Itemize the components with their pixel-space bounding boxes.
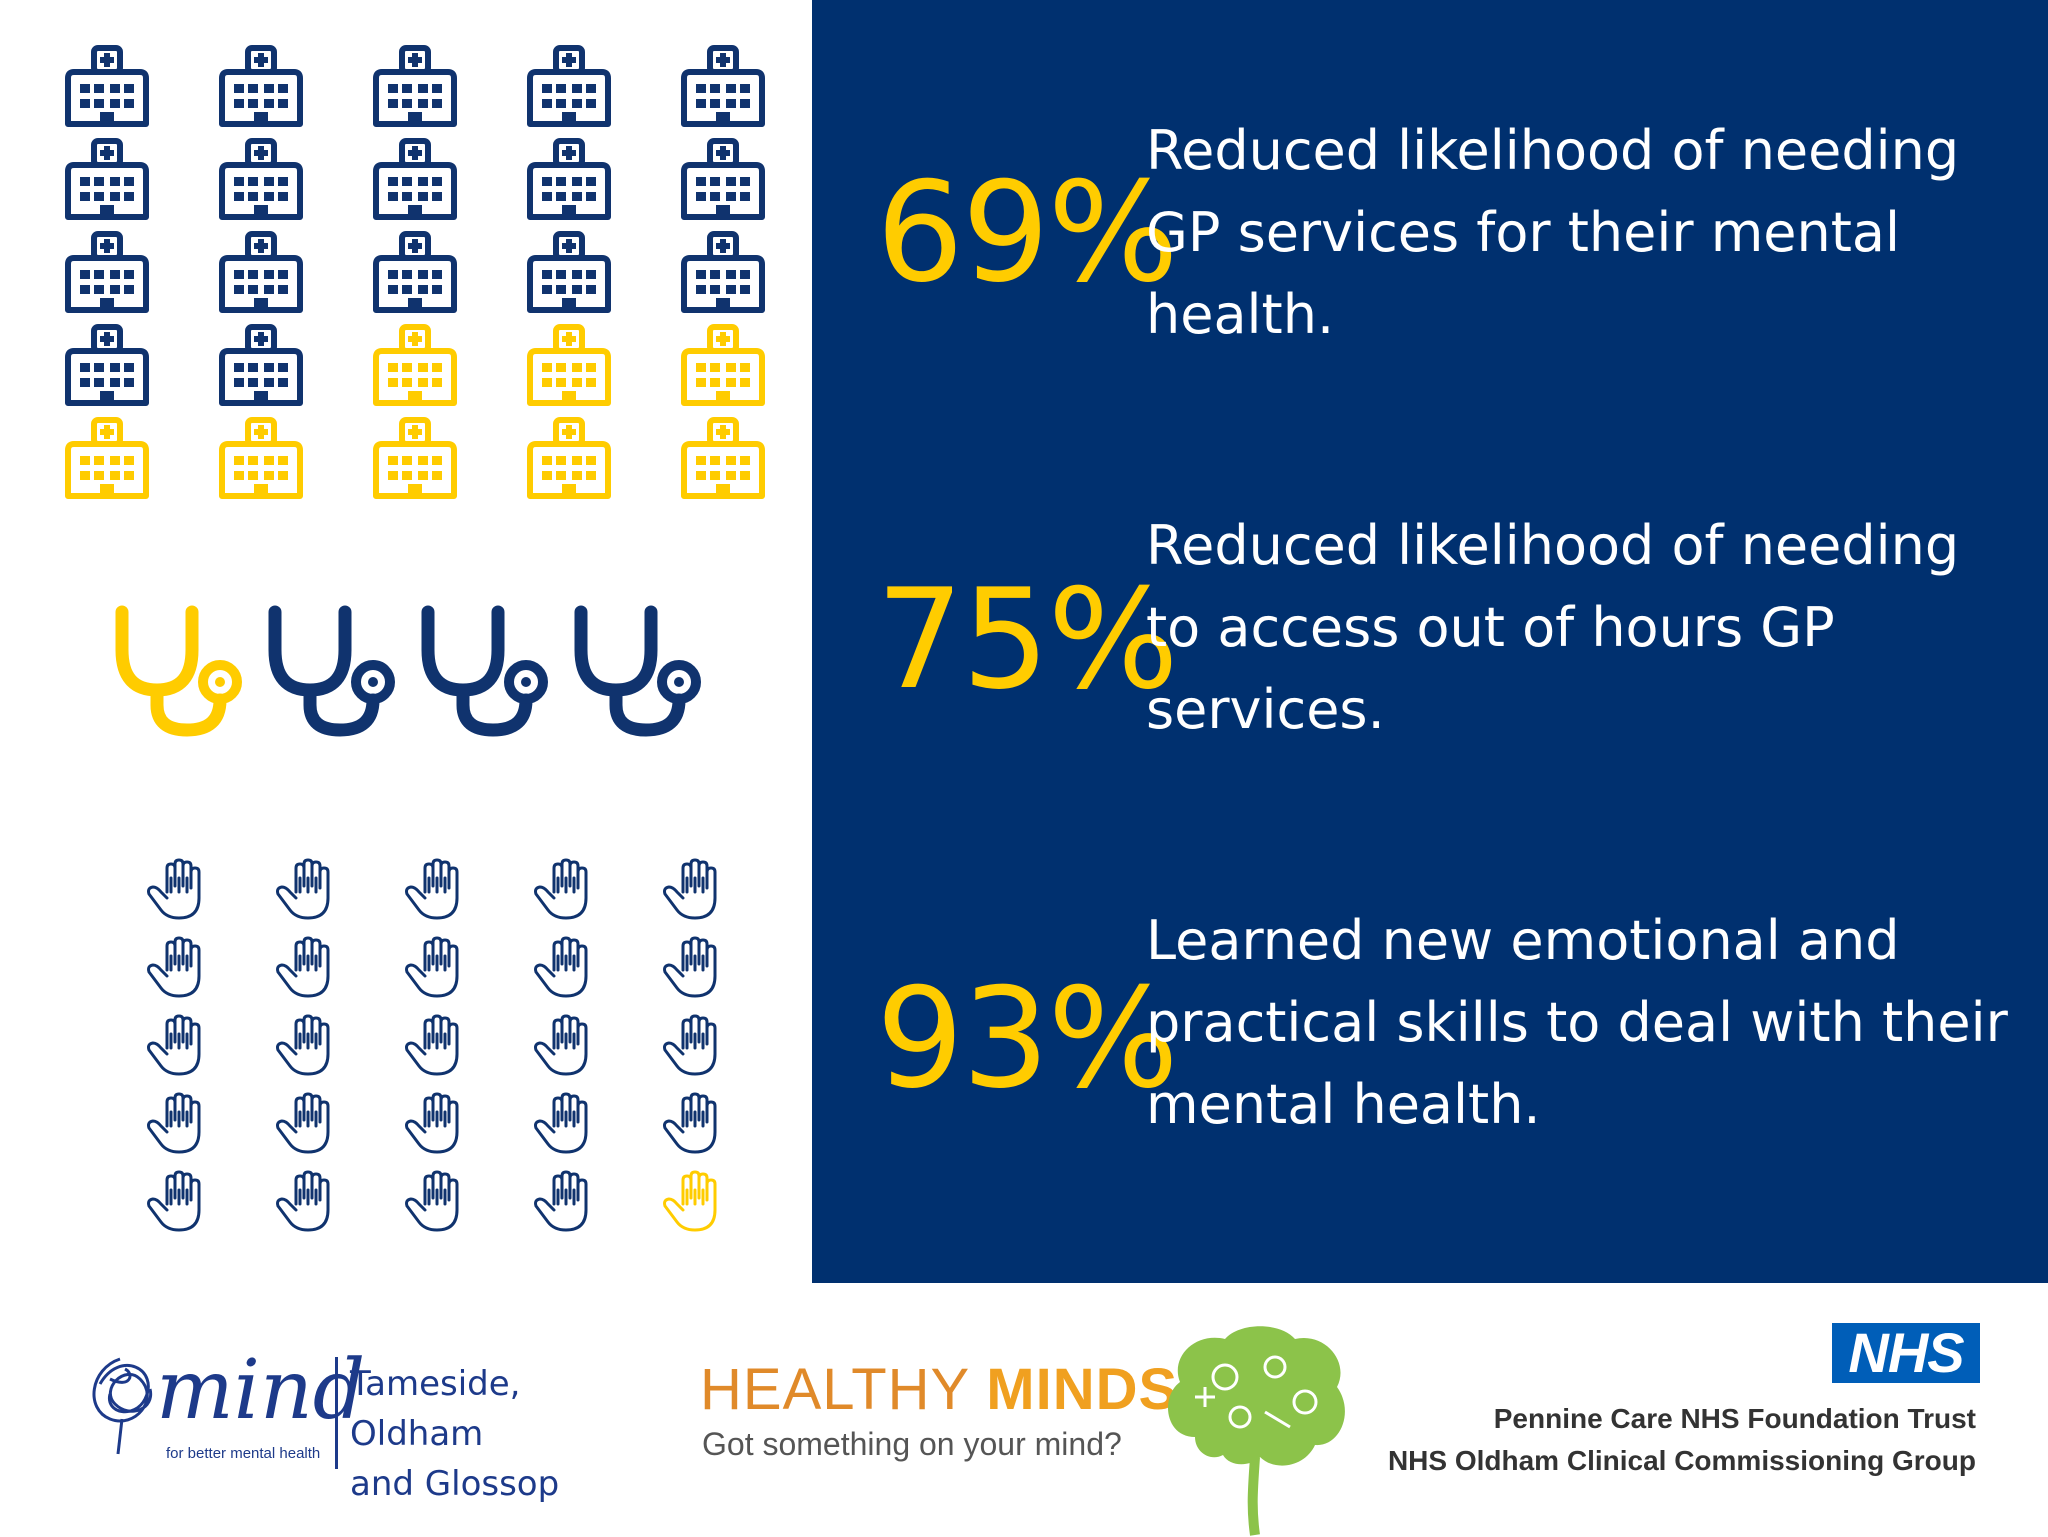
hand-icon <box>145 858 205 920</box>
stat-description: Reduced likelihood of needing to access … <box>1146 514 1960 741</box>
hand-icon <box>532 858 592 920</box>
hand-icon <box>274 1170 334 1232</box>
healthy-minds-tagline: Got something on your mind? <box>702 1426 1122 1462</box>
hand-icon <box>403 1092 463 1154</box>
hand-icon <box>403 858 463 920</box>
hand-grid <box>145 858 745 1248</box>
mind-wordmark: mind <box>156 1343 366 1438</box>
healthy-minds-logo: HEALTHY MINDS Got something on your mind… <box>700 1311 1350 1536</box>
mind-scribble-icon <box>92 1357 153 1455</box>
hand-icon <box>661 1014 721 1076</box>
hospital-icon <box>370 44 460 132</box>
stat-description: Reduced likelihood of needing GP service… <box>1146 119 1960 346</box>
org-oldham-ccg: NHS Oldham Clinical Commissioning Group <box>1387 1445 1976 1476</box>
stethoscope-icon <box>265 600 395 740</box>
hospital-icon <box>524 416 614 504</box>
hospital-icon <box>370 137 460 225</box>
healthy-minds-title-part2: MINDS <box>986 1357 1179 1422</box>
hand-icon <box>274 1092 334 1154</box>
stethoscope-icon <box>112 600 242 740</box>
healthy-minds-title-part1: HEALTHY <box>700 1357 987 1422</box>
footer-logos: mind for better mental health Tameside, … <box>0 1283 2048 1536</box>
hospital-icon <box>370 323 460 411</box>
hospital-icon <box>370 230 460 318</box>
hospital-icon <box>216 44 306 132</box>
hospital-icon <box>678 137 768 225</box>
mind-tagline: for better mental health <box>166 1445 321 1462</box>
hospital-icon <box>524 44 614 132</box>
stat-percent: 69% <box>876 152 1179 313</box>
hospital-icon <box>524 323 614 411</box>
stethoscope-row <box>112 600 732 740</box>
hand-icon <box>403 1014 463 1076</box>
mind-local-line1: Tameside, Oldham <box>350 1364 521 1454</box>
mind-local-branch: Tameside, Oldham and Glossop <box>350 1359 640 1509</box>
hospital-icon <box>62 44 152 132</box>
stat-percent: 93% <box>876 958 1179 1119</box>
hospital-icon <box>62 230 152 318</box>
hand-icon <box>532 1092 592 1154</box>
hospital-icon <box>62 416 152 504</box>
hand-icon <box>661 1170 721 1232</box>
pictogram-panel <box>0 0 812 1283</box>
hospital-icon <box>678 230 768 318</box>
hospital-icon <box>216 323 306 411</box>
hand-icon <box>145 1170 205 1232</box>
logo-divider <box>335 1357 338 1469</box>
hand-icon <box>145 1092 205 1154</box>
healthy-minds-title: HEALTHY MINDS <box>700 1356 1178 1423</box>
hand-icon <box>403 1170 463 1232</box>
hand-icon <box>532 1170 592 1232</box>
hand-icon <box>532 1014 592 1076</box>
nhs-logo: NHS <box>1832 1323 1980 1383</box>
hospital-icon <box>216 230 306 318</box>
stats-panel: 69% Reduced likelihood of needing GP ser… <box>812 0 2048 1283</box>
hospital-icon <box>678 416 768 504</box>
brain-icon <box>1168 1326 1345 1536</box>
hand-icon <box>661 858 721 920</box>
hospital-icon <box>370 416 460 504</box>
hand-icon <box>403 936 463 998</box>
stat-description: Learned new emotional and practical skil… <box>1146 909 2008 1136</box>
hand-icon <box>274 936 334 998</box>
stat-percent: 75% <box>876 559 1179 720</box>
hospital-icon <box>62 137 152 225</box>
mind-local-line2: and Glossop <box>350 1464 560 1504</box>
hand-icon <box>274 858 334 920</box>
hospital-icon <box>678 323 768 411</box>
mind-logo: mind for better mental health Tameside, … <box>80 1331 640 1504</box>
hand-icon <box>661 936 721 998</box>
stethoscope-icon <box>418 600 548 740</box>
stethoscope-icon <box>571 600 701 740</box>
hospital-grid <box>62 44 782 514</box>
hand-icon <box>274 1014 334 1076</box>
hand-icon <box>145 936 205 998</box>
hospital-icon <box>678 44 768 132</box>
hand-icon <box>532 936 592 998</box>
org-pennine-care: Pennine Care NHS Foundation Trust <box>1493 1403 1976 1434</box>
hospital-icon <box>62 323 152 411</box>
hospital-icon <box>524 137 614 225</box>
hospital-icon <box>524 230 614 318</box>
hospital-icon <box>216 137 306 225</box>
hand-icon <box>145 1014 205 1076</box>
hand-icon <box>661 1092 721 1154</box>
hospital-icon <box>216 416 306 504</box>
